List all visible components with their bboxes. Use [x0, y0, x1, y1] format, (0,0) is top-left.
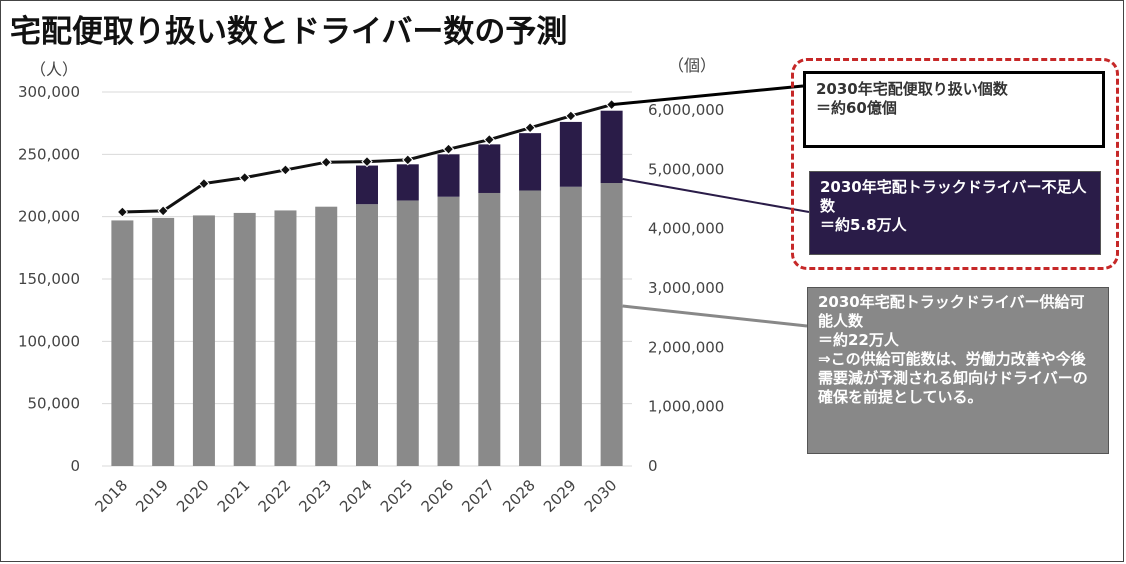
leader-lines [611, 84, 810, 328]
bar-shortage [356, 165, 378, 205]
leader-parcels [611, 84, 804, 107]
x-tick-label: 2022 [255, 476, 295, 516]
y-right-tick-label: 2,000,000 [648, 338, 724, 356]
bar-shortage [437, 154, 460, 197]
y-left-tick-label: 300,000 [18, 83, 80, 101]
bar-supply [274, 210, 297, 466]
y-right-tick-label: 4,000,000 [648, 220, 724, 238]
x-tick-label: 2028 [499, 476, 539, 516]
parcel-point [279, 164, 292, 176]
y-left-tick-label: 250,000 [18, 145, 80, 163]
parcel-point [116, 206, 129, 218]
bar-shortage [519, 133, 542, 191]
callout-driver-shortage: 2030年宅配トラックドライバー不足人数 ＝約5.8万人 [809, 171, 1101, 255]
parcel-point [402, 154, 414, 166]
y-axis-right: 0 1,000,000 2,000,000 3,000,000 4,000,000 5,0… [648, 56, 724, 475]
y-right-tick-label: 6,000,000 [648, 101, 724, 119]
bar-supply [396, 200, 419, 466]
parcel-point [524, 122, 536, 134]
x-tick-label: 2020 [173, 476, 213, 516]
y-left-tick-label: 0 [70, 457, 80, 475]
callout-driver-supply: 2030年宅配トラックドライバー供給可能人数 ＝約22万人 ⇒この供給可能数は、… [807, 287, 1109, 454]
bar-supply [519, 190, 542, 466]
bars [111, 110, 623, 467]
bar-supply [600, 183, 623, 467]
x-tick-label: 2018 [91, 476, 131, 516]
bar-shortage [559, 121, 582, 187]
x-tick-label: 2023 [295, 476, 335, 516]
bar-supply [111, 220, 134, 466]
x-tick-label: 2030 [581, 476, 621, 516]
bar-supply [315, 206, 338, 466]
bar-shortage [396, 164, 419, 201]
x-tick-label: 2027 [458, 476, 498, 516]
bar-supply [437, 196, 460, 466]
y-right-tick-label: 0 [648, 457, 658, 475]
callout-parcel-count: 2030年宅配便取り扱い個数 ＝約60億個 [803, 71, 1105, 148]
bar-supply [478, 192, 501, 467]
leader-shortage [622, 178, 810, 213]
parcel-point [565, 110, 577, 122]
y-right-tick-label: 5,000,000 [648, 160, 724, 178]
y-right-tick-label: 1,000,000 [648, 398, 724, 416]
parcel-point [361, 155, 373, 168]
x-tick-label: 2024 [336, 476, 376, 516]
leader-supply [622, 304, 808, 328]
y-left-tick-label: 100,000 [18, 332, 80, 350]
y-left-unit: （人） [30, 60, 78, 79]
y-left-tick-label: 200,000 [18, 208, 80, 226]
bar-supply [192, 215, 215, 466]
x-tick-label: 2026 [418, 476, 458, 516]
highlight-dashed-frame [791, 58, 1119, 270]
page-title: 宅配便取り扱い数とドライバー数の予測 [10, 14, 568, 50]
bar-shortage [600, 110, 623, 184]
parcel-point [239, 171, 251, 184]
parcel-point [483, 134, 495, 146]
x-tick-label: 2019 [132, 476, 172, 516]
x-tick-label: 2025 [377, 476, 417, 516]
bar-supply [233, 212, 256, 466]
y-axis-left: 0 50,000 100,000 150,000 200,000 250,000 300,0… [18, 60, 80, 475]
parcel-point [442, 143, 455, 155]
x-axis-labels: 2018 2019 2020 2021 2022 2023 2024 2025 2026 2027… [91, 476, 620, 516]
y-left-tick-label: 50,000 [28, 395, 81, 413]
y-left-tick-label: 150,000 [18, 270, 80, 288]
bar-supply [152, 217, 175, 466]
parcel-point [157, 205, 169, 217]
y-right-tick-label: 3,000,000 [648, 279, 724, 297]
bar-shortage [478, 144, 501, 193]
bar-supply [559, 186, 582, 466]
y-right-unit: （個） [668, 56, 716, 75]
parcel-point [320, 156, 332, 168]
x-tick-label: 2029 [540, 476, 580, 516]
x-tick-label: 2021 [214, 476, 254, 516]
bar-supply [356, 204, 378, 466]
parcel-point [198, 177, 210, 190]
